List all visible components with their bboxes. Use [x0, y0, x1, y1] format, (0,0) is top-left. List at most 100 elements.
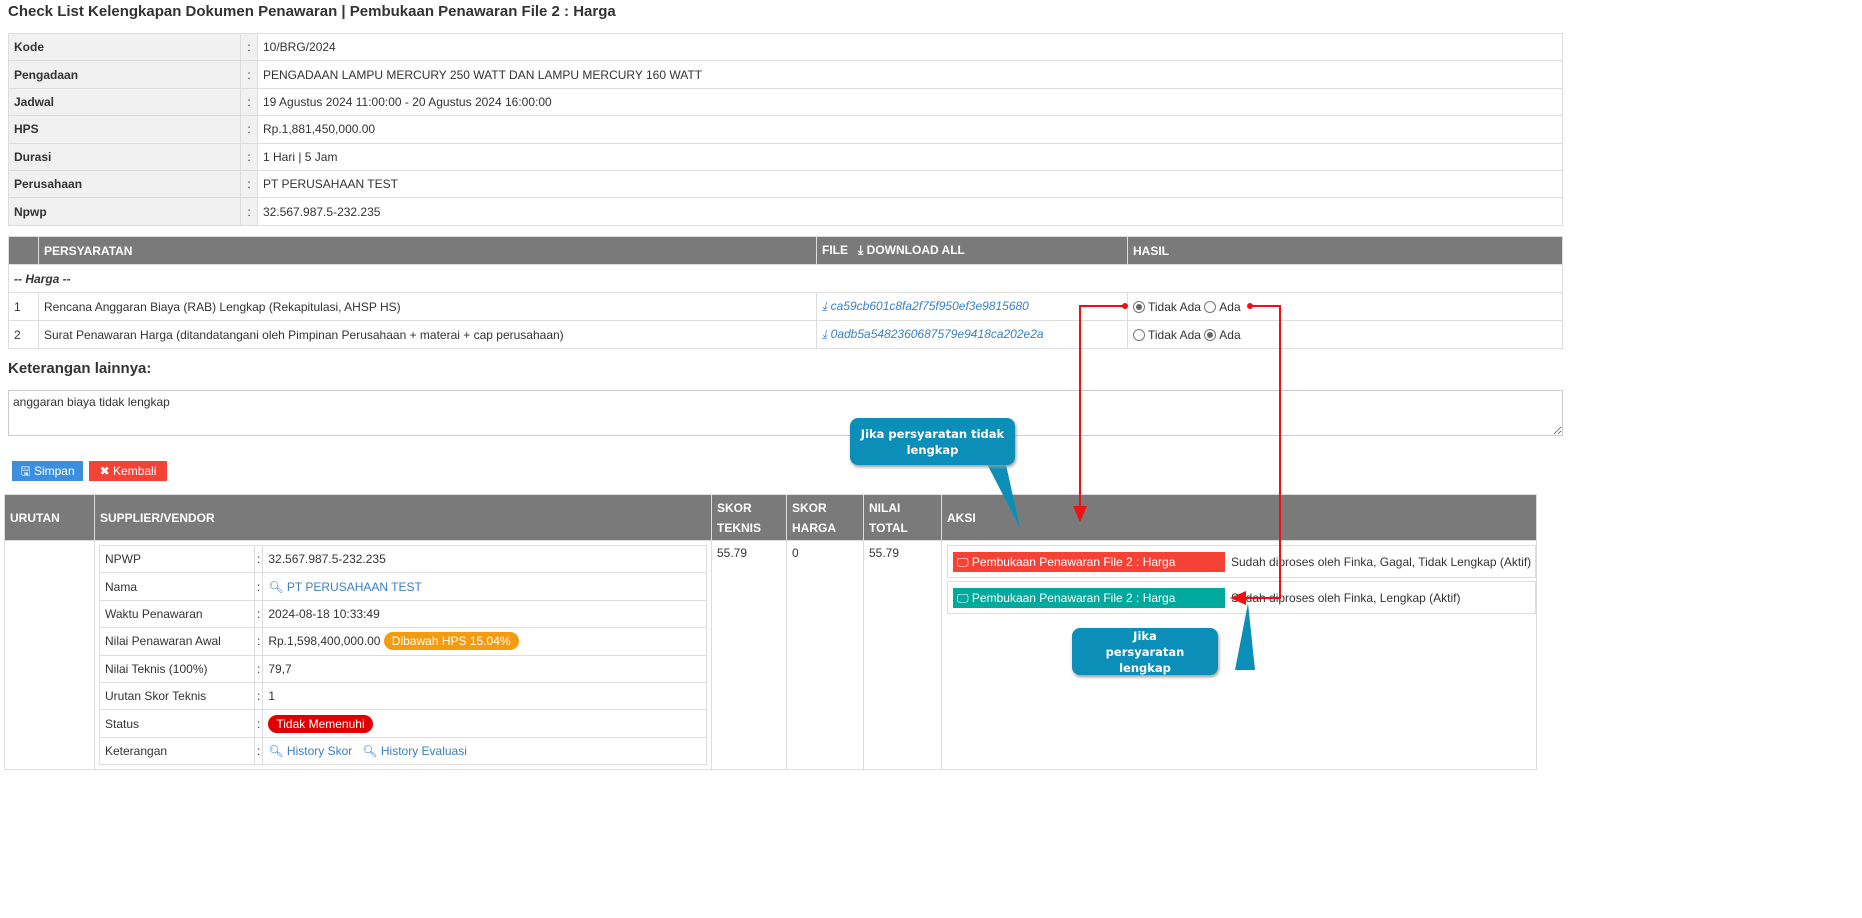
info-value: PT PERUSAHAAN TEST — [257, 169, 1563, 199]
callout-tidak-lengkap: Jika persyaratan tidak lengkap — [850, 418, 1015, 465]
download-icon: ⤓ — [822, 327, 828, 341]
urutan-cell — [4, 539, 95, 771]
info-label: HPS — [8, 115, 241, 144]
simpan-button[interactable]: 🖫 Simpan — [12, 461, 83, 481]
history-skor-link[interactable]: 🔍︎ History Skor — [268, 744, 352, 758]
requirement-row: 1 Rencana Anggaran Biaya (RAB) Lengkap (… — [8, 292, 1563, 321]
radio-ada[interactable] — [1204, 300, 1217, 313]
label: Keterangan — [99, 736, 255, 766]
col-skor-harga: SKOR HARGA — [786, 494, 864, 541]
info-row: Pengadaan: PENGADAAN LAMPU MERCURY 250 WA… — [8, 60, 1563, 89]
monitor-icon: 🖵 — [957, 554, 969, 569]
close-icon: ✖ — [99, 464, 110, 478]
aksi-status: Sudah diproses oleh Finka, Gagal, Tidak … — [1231, 554, 1532, 569]
radio-ada[interactable] — [1204, 328, 1217, 341]
radio-label: Ada — [1219, 327, 1241, 342]
page-title: Check List Kelengkapan Dokumen Penawaran… — [8, 3, 616, 20]
kembali-button[interactable]: ✖ Kembali — [89, 461, 167, 481]
info-row: Npwp:32.567.987.5-232.235 — [8, 197, 1563, 226]
callout-tail — [1235, 603, 1255, 670]
file-name: ca59cb601c8fa2f75f950ef3e9815680 — [830, 299, 1029, 313]
radio-label: Tidak Ada — [1148, 327, 1201, 342]
arrow-head — [1230, 591, 1246, 605]
vendor-name-link[interactable]: 🔍︎ PT PERUSAHAAN TEST — [268, 580, 422, 594]
skor-teknis-value: 55.79 — [711, 539, 787, 771]
radio-label: Tidak Ada — [1148, 299, 1201, 314]
aksi-button-gagal[interactable]: 🖵 Pembukaan Penawaran File 2 : Harga — [953, 551, 1225, 572]
info-value: 19 Agustus 2024 11:00:00 - 20 Agustus 20… — [257, 87, 1563, 117]
save-icon: 🖫 — [20, 464, 31, 478]
callout-lengkap: Jika persyaratan lengkap — [1072, 628, 1218, 675]
history-skor-label: History Skor — [286, 743, 353, 758]
info-label: Jadwal — [8, 87, 241, 117]
status-badge: Tidak Memenuhi — [268, 714, 373, 733]
info-label: Npwp — [8, 197, 241, 226]
history-evaluasi-label: History Evaluasi — [380, 743, 467, 758]
info-value: Rp.1,881,450,000.00 — [257, 115, 1563, 144]
tender-info-table: Kode:10/BRG/2024 Pengadaan: PENGADAAN LAMP… — [8, 32, 1563, 226]
arrow-dot — [1247, 303, 1253, 309]
download-icon: ⤓ — [822, 299, 828, 313]
col-hasil: HASIL — [1127, 236, 1563, 265]
requirements-table: PERSYARATAN FILE ⤓ DOWNLOAD ALL HASIL --… — [8, 236, 1563, 349]
search-icon: 🔍︎ — [268, 579, 284, 594]
label: Nilai Penawaran Awal — [99, 627, 255, 656]
monitor-icon: 🖵 — [957, 590, 969, 605]
hps-badge: Dibawah HPS 15.04% — [383, 632, 519, 651]
group-label: -- Harga -- — [8, 264, 1563, 293]
kembali-label: Kembali — [113, 464, 157, 478]
file-name: 0adb5a5482360687579e9418ca202e2a — [830, 327, 1044, 341]
col-file: FILE ⤓ DOWNLOAD ALL — [816, 236, 1128, 265]
download-all-label: DOWNLOAD ALL — [866, 243, 965, 257]
col-urutan: URUTAN — [4, 494, 95, 541]
radio-tidak-ada[interactable] — [1133, 328, 1145, 341]
info-row: HPS: Rp.1,881,450,000.00 — [8, 115, 1563, 144]
label: Waktu Penawaran — [99, 599, 255, 629]
col-aksi: AKSI — [941, 494, 1537, 541]
search-icon: 🔍︎ — [362, 743, 378, 758]
keterangan-label: Keterangan lainnya: — [8, 360, 152, 377]
col-nilai-total: NILAI TOTAL — [863, 494, 942, 541]
keterangan-input[interactable] — [8, 390, 1563, 436]
aksi-status: Sudah diproses oleh Finka, Lengkap (Akti… — [1231, 590, 1461, 605]
arrow-head — [1073, 506, 1087, 522]
col-no — [8, 236, 39, 265]
aksi-item: 🖵 Pembukaan Penawaran File 2 : Harga Suda… — [947, 545, 1536, 578]
download-icon: ⤓ — [858, 243, 864, 257]
aksi-button-lengkap[interactable]: 🖵 Pembukaan Penawaran File 2 : Harga — [953, 587, 1225, 608]
file-link[interactable]: ⤓ ca59cb601c8fa2f75f950ef3e9815680 — [822, 299, 1029, 313]
colon: : — [240, 115, 258, 144]
vendor-name: PT PERUSAHAAN TEST — [286, 579, 422, 594]
info-label: Pengadaan — [8, 60, 241, 89]
history-evaluasi-link[interactable]: 🔍︎ History Evaluasi — [362, 744, 467, 758]
colon: : — [240, 60, 258, 89]
info-label: Durasi — [8, 142, 241, 171]
download-all-button[interactable]: ⤓ DOWNLOAD ALL — [858, 243, 965, 257]
radio-label: Ada — [1219, 299, 1241, 314]
info-row: Perusahaan: PT PERUSAHAAN TEST — [8, 169, 1563, 199]
arrow-line — [1079, 305, 1125, 508]
skor-harga-value: 0 — [786, 539, 864, 771]
colon: : — [240, 169, 258, 199]
requirement-row: 2 Surat Penawaran Harga (ditandatangani … — [8, 320, 1563, 349]
info-row: Jadwal:19 Agustus 2024 11:00:00 - 20 Agu… — [8, 87, 1563, 117]
callout-tail — [985, 460, 1020, 528]
info-value: 1 Hari | 5 Jam — [257, 142, 1563, 171]
file-link[interactable]: ⤓ 0adb5a5482360687579e9418ca202e2a — [822, 327, 1044, 341]
colon: : — [240, 87, 258, 117]
arrow-dot — [1122, 303, 1128, 309]
info-value: 32.567.987.5-232.235 — [257, 197, 1563, 226]
label: Urutan Skor Teknis — [99, 681, 255, 711]
col-persyaratan: PERSYARATAN — [38, 236, 817, 265]
teknis-value: 79,7 — [262, 654, 707, 683]
col-supplier: SUPPLIER/VENDOR — [94, 494, 712, 541]
requirement-name: Surat Penawaran Harga (ditandatangani ol… — [38, 320, 817, 349]
radio-tidak-ada[interactable] — [1133, 300, 1145, 313]
colon: : — [253, 736, 264, 766]
arrow-line — [1245, 305, 1281, 599]
file-header: FILE — [822, 243, 848, 257]
row-no: 1 — [8, 292, 39, 321]
supplier-detail-table: NPWP:32.567.987.5-232.235 Nama: 🔍︎ PT PER… — [99, 544, 707, 766]
col-skor-teknis: SKOR TEKNIS — [711, 494, 787, 541]
